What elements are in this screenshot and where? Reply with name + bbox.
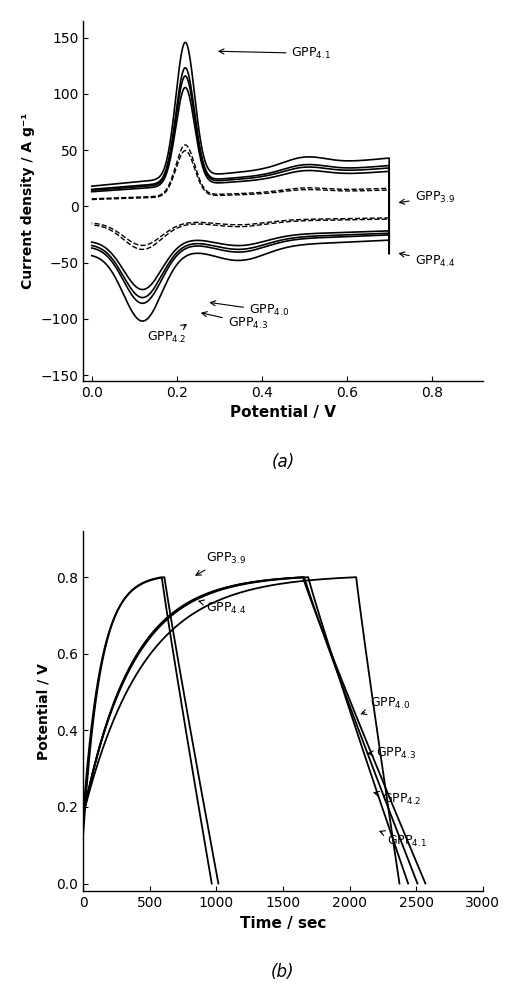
Text: GPP$_{4.3}$: GPP$_{4.3}$ xyxy=(202,312,268,331)
Text: GPP$_{3.9}$: GPP$_{3.9}$ xyxy=(196,551,246,575)
Text: GPP$_{4.1}$: GPP$_{4.1}$ xyxy=(380,831,427,849)
Text: GPP$_{3.9}$: GPP$_{3.9}$ xyxy=(400,190,455,205)
Text: GPP$_{4.1}$: GPP$_{4.1}$ xyxy=(219,46,331,61)
Text: GPP$_{4.0}$: GPP$_{4.0}$ xyxy=(362,696,411,715)
Text: GPP$_{4.0}$: GPP$_{4.0}$ xyxy=(210,301,289,318)
Text: GPP$_{4.4}$: GPP$_{4.4}$ xyxy=(400,252,455,269)
Text: GPP$_{4.2}$: GPP$_{4.2}$ xyxy=(147,325,187,345)
Text: GPP$_{4.3}$: GPP$_{4.3}$ xyxy=(368,746,416,761)
X-axis label: Potential / V: Potential / V xyxy=(230,405,336,420)
Text: (a): (a) xyxy=(271,453,294,471)
Y-axis label: Potential / V: Potential / V xyxy=(37,663,51,760)
Text: GPP$_{4.4}$: GPP$_{4.4}$ xyxy=(199,600,246,616)
Text: GPP$_{4.2}$: GPP$_{4.2}$ xyxy=(374,791,421,807)
Y-axis label: Current density / A g⁻¹: Current density / A g⁻¹ xyxy=(21,113,35,289)
Text: (b): (b) xyxy=(271,963,295,981)
X-axis label: Time / sec: Time / sec xyxy=(240,916,326,931)
